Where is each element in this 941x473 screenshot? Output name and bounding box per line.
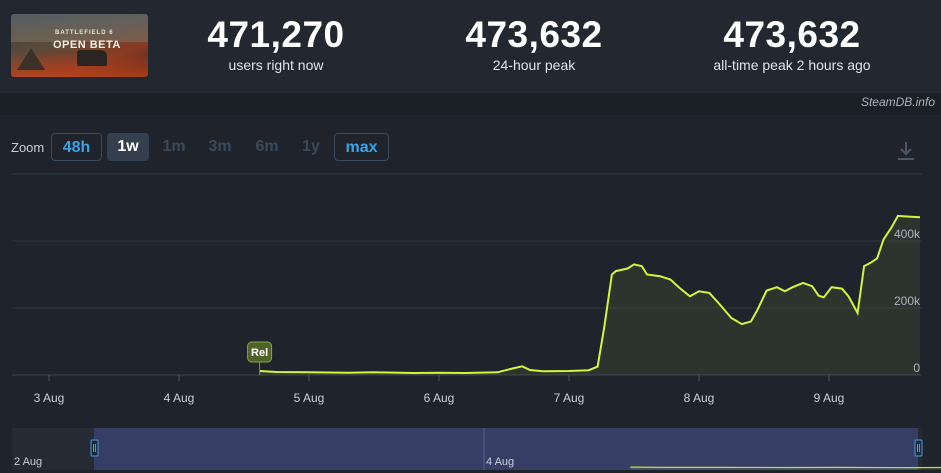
x-tick-label: 9 Aug	[814, 391, 845, 405]
thumbnail-vehicle	[77, 50, 107, 66]
zoom-6m-button[interactable]: 6m	[255, 138, 279, 155]
navigator-tick-label: 2 Aug	[14, 456, 42, 468]
thumbnail-sky	[11, 14, 148, 43]
steamdb-credit[interactable]: SteamDB.info	[860, 95, 935, 109]
x-tick-label: 7 Aug	[554, 391, 585, 405]
series-line	[259, 214, 921, 375]
zoom-1y-button[interactable]: 1y	[302, 138, 320, 155]
x-tick-label: 4 Aug	[164, 391, 195, 405]
thumbnail-subtitle: OPEN BETA	[53, 39, 121, 51]
zoom-label: Zoom	[11, 140, 45, 155]
stat-label: users right now	[228, 57, 324, 73]
x-tick-label: 6 Aug	[424, 391, 455, 405]
zoom-1w-button[interactable]: 1w	[107, 133, 149, 161]
chart-gridlines	[12, 173, 922, 376]
y-tick-label: 0	[913, 361, 920, 375]
header-bar	[0, 0, 941, 93]
y-tick-label: 400k	[894, 227, 921, 241]
stat-value: 473,632	[723, 14, 861, 55]
game-thumbnail[interactable]: BATTLEFIELD 6 OPEN BETA	[11, 14, 148, 77]
y-tick-label: 200k	[894, 294, 921, 308]
zoom-max-button[interactable]: max	[334, 133, 389, 161]
x-tick-label: 3 Aug	[34, 391, 65, 405]
annotation-label: Rel	[251, 347, 268, 359]
x-axis-ticks: 3 Aug 4 Aug 5 Aug 6 Aug 7 Aug 8 Aug 9 Aug	[34, 375, 845, 405]
thumbnail-title: BATTLEFIELD 6	[55, 30, 114, 36]
navigator-left-handle[interactable]	[90, 439, 99, 457]
thumbnail-pyramid	[17, 48, 45, 70]
y-axis-ticks: 0 200k 400k	[894, 227, 921, 375]
stat-value: 473,632	[465, 14, 603, 55]
zoom-3m-button[interactable]: 3m	[208, 138, 232, 155]
download-icon[interactable]	[896, 140, 916, 162]
annotation-flag[interactable]: Rel	[247, 341, 273, 375]
x-tick-label: 5 Aug	[294, 391, 325, 405]
series-area	[259, 215, 921, 375]
navigator-right-handle[interactable]	[914, 439, 923, 457]
chart-annotations: Rel	[247, 341, 273, 375]
stat-all-time-peak: 473,632 all-time peak 2 hours ago	[682, 14, 902, 74]
stat-24h-peak: 473,632 24-hour peak	[424, 14, 644, 74]
stat-value: 471,270	[207, 14, 345, 55]
navigator-selection	[94, 428, 918, 470]
chart-panel	[0, 115, 941, 473]
zoom-48h-button[interactable]: 48h	[51, 133, 102, 161]
x-tick-label: 8 Aug	[684, 391, 715, 405]
navigator-series-area	[630, 467, 941, 470]
zoom-1m-button[interactable]: 1m	[162, 138, 186, 155]
navigator-tick-label: 4 Aug	[486, 456, 514, 468]
stat-label: 24-hour peak	[492, 57, 576, 73]
stat-current-users: 471,270 users right now	[166, 14, 386, 74]
stat-label: all-time peak 2 hours ago	[713, 57, 871, 73]
